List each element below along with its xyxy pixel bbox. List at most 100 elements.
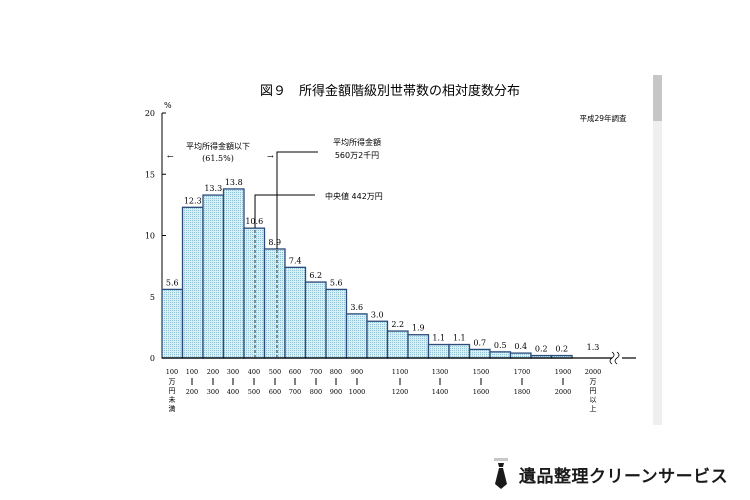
- x-tick-label: 1900 2000: [555, 368, 572, 396]
- svg-text:2000: 2000: [555, 388, 572, 396]
- histogram-bar: [489, 351, 512, 359]
- histogram-bar: [386, 330, 409, 359]
- svg-text:1400: 1400: [432, 388, 449, 396]
- x-tick-label: 800 900: [330, 368, 342, 396]
- median-annotation: 中央値 442万円: [325, 191, 383, 201]
- y-tick-label: 20: [145, 109, 155, 118]
- svg-text:100: 100: [166, 368, 178, 376]
- histogram-bar: [468, 348, 491, 359]
- histogram-bar: [161, 288, 184, 359]
- brand-logo: 遺品整理クリーンサービス: [493, 458, 728, 490]
- histogram-bar: [407, 334, 430, 359]
- histogram-bar: [325, 288, 348, 359]
- svg-text:500: 500: [248, 388, 260, 396]
- arrow-left-icon: ←: [167, 152, 174, 161]
- bar-value-label: 2.2: [391, 320, 404, 329]
- below-mean-label: 平均所得金額以下: [186, 141, 250, 151]
- chart-subtitle: 平成29年調査: [579, 113, 627, 123]
- histogram-bar: [202, 194, 225, 359]
- mean-label: 平均所得金額: [333, 137, 381, 147]
- histogram-bar: [181, 206, 204, 359]
- x-tick-label: 100 200: [186, 368, 198, 396]
- svg-text:1300: 1300: [432, 368, 449, 376]
- svg-text:900: 900: [330, 388, 342, 396]
- arrow-right-icon: →: [267, 152, 274, 161]
- histogram-bar: [304, 281, 327, 359]
- bar-value-label: 3.0: [371, 310, 384, 319]
- necktie-icon: [494, 458, 508, 489]
- below-mean-pct: (61.5%): [202, 154, 234, 163]
- svg-text:1500: 1500: [473, 368, 490, 376]
- histogram-bar: [263, 248, 286, 359]
- y-tick-label: 10: [145, 232, 155, 241]
- svg-text:400: 400: [227, 388, 239, 396]
- svg-text:1000: 1000: [349, 388, 366, 396]
- svg-text:1200: 1200: [392, 388, 409, 396]
- svg-text:200: 200: [186, 388, 198, 396]
- svg-text:700: 700: [289, 388, 301, 396]
- x-axis-labels: 100万円未満100200200300300400400500500600600…: [166, 368, 601, 413]
- bar-value-label: 7.4: [289, 256, 302, 265]
- bar-value-label: 3.6: [350, 303, 363, 312]
- x-tick-label: 1700 1800: [514, 368, 531, 396]
- svg-text:上: 上: [590, 404, 597, 413]
- svg-text:100: 100: [186, 368, 198, 376]
- bar-value-label: 6.2: [309, 271, 322, 280]
- histogram-bar: [284, 266, 307, 359]
- svg-text:1700: 1700: [514, 368, 531, 376]
- svg-text:300: 300: [207, 388, 219, 396]
- bar-value-label: 12.3: [184, 196, 202, 205]
- svg-text:900: 900: [351, 368, 363, 376]
- bar-value-label: 1.1: [432, 334, 445, 343]
- bar-value-label: 1.1: [453, 334, 466, 343]
- x-tick-label: 900 1000: [349, 368, 366, 396]
- histogram-bar: [448, 343, 471, 359]
- axis-break-icon: [609, 351, 620, 365]
- vertical-scrollbar[interactable]: [653, 75, 662, 425]
- svg-text:700: 700: [310, 368, 322, 376]
- chart-title: 図９ 所得金額階級別世帯数の相対度数分布: [260, 83, 520, 99]
- svg-text:1900: 1900: [555, 368, 572, 376]
- svg-text:未: 未: [169, 395, 176, 404]
- histogram-bar: [509, 352, 532, 359]
- scrollbar-thumb[interactable]: [653, 75, 662, 121]
- bar-value-label: 1.3: [587, 343, 600, 352]
- y-axis-unit: %: [164, 101, 172, 110]
- svg-text:600: 600: [269, 388, 281, 396]
- histogram-bar: [222, 188, 245, 359]
- svg-text:200: 200: [207, 368, 219, 376]
- bar-value-label: 1.9: [412, 324, 425, 333]
- svg-text:800: 800: [310, 388, 322, 396]
- x-tick-label: 700 800: [310, 368, 322, 396]
- svg-text:2000: 2000: [585, 368, 602, 376]
- x-tick-label: 300 400: [227, 368, 239, 396]
- bar-value-label: 5.6: [166, 278, 179, 287]
- svg-text:万: 万: [590, 378, 597, 386]
- svg-text:円: 円: [169, 387, 176, 395]
- x-tick-label: 1500 1600: [473, 368, 490, 396]
- x-tick-label: 200 300: [207, 368, 219, 396]
- svg-text:500: 500: [269, 368, 281, 376]
- x-tick-label: 1100 1200: [392, 368, 409, 396]
- bar-value-label: 0.2: [535, 345, 548, 354]
- svg-text:400: 400: [248, 368, 260, 376]
- bar-value-label: 0.4: [514, 342, 527, 351]
- bar-value-label: 13.3: [204, 184, 222, 193]
- bar-value-label: 0.2: [555, 345, 568, 354]
- x-tick-label: 600 700: [289, 368, 301, 396]
- x-tick-label: 1300 1400: [432, 368, 449, 396]
- mean-value: 560万2千円: [335, 150, 379, 160]
- histogram-bar: [427, 343, 450, 359]
- svg-text:以: 以: [590, 396, 597, 404]
- bar-value-label: 0.7: [473, 338, 486, 347]
- svg-text:600: 600: [289, 368, 301, 376]
- svg-text:万: 万: [169, 378, 176, 386]
- histogram-bar: [243, 227, 266, 359]
- bar-value-label: 8.9: [268, 238, 281, 247]
- histogram-bar: [366, 320, 389, 359]
- x-tick-label: 400 500: [248, 368, 260, 396]
- svg-text:満: 満: [169, 405, 176, 413]
